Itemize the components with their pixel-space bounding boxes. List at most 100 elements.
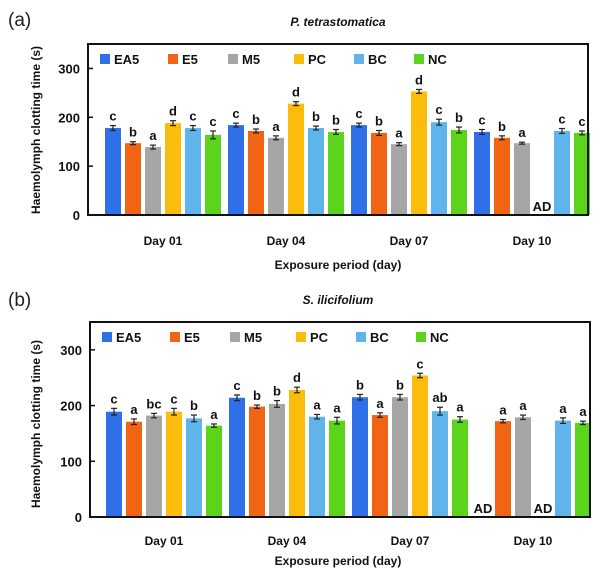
significance-letter: c (578, 114, 585, 129)
y-axis-label: Haemolymph clotting time (s) (29, 46, 43, 214)
y-tick-label: 300 (60, 343, 82, 358)
legend-label: NC (428, 52, 447, 67)
significance-letter: a (579, 404, 587, 419)
bar-bc (309, 416, 325, 517)
legend: EA5 E5 M5 PC BC NC (100, 52, 447, 67)
plot-frame (87, 43, 589, 216)
y-tick-label: 100 (58, 159, 80, 174)
bar-pc (411, 91, 427, 215)
significance-letter: b (375, 113, 383, 128)
x-tick-label: Day 07 (390, 234, 429, 248)
bar-e5 (372, 415, 388, 517)
bar-nc (206, 425, 222, 517)
significance-letter: a (149, 128, 157, 143)
legend-label: NC (430, 330, 449, 345)
significance-letter: c (478, 113, 485, 128)
legend-swatch (354, 54, 364, 64)
significance-letter: c (232, 106, 239, 121)
significance-letter: a (395, 126, 403, 141)
y-tick-label: 200 (58, 110, 80, 125)
significance-letter: a (313, 397, 321, 412)
legend-swatch (168, 54, 178, 64)
bar-nc (452, 419, 468, 517)
no-data-label: AD (474, 501, 493, 516)
significance-letter: c (189, 109, 196, 124)
no-data-label: AD (533, 199, 552, 214)
bar-bc (432, 411, 448, 517)
significance-letter: a (130, 402, 138, 417)
y-tick-label: 0 (75, 510, 82, 525)
bar-m5 (392, 397, 408, 517)
bar-m5 (269, 403, 285, 517)
significance-letter: a (518, 125, 526, 140)
bar-e5 (125, 143, 141, 215)
chart-title: S. ilicifolium (303, 293, 374, 307)
panel-label: (b) (8, 290, 31, 311)
panel-b: (b) S. ilicifolium Haemolymph clotting t… (8, 290, 591, 568)
significance-letter: a (559, 401, 567, 416)
bar-bc (308, 128, 324, 215)
bar-ea5 (351, 125, 367, 215)
legend-swatch (356, 332, 366, 342)
legend-swatch (102, 332, 112, 342)
significance-letter: b (312, 109, 320, 124)
significance-letter: b (190, 398, 198, 413)
x-tick-label: Day 04 (268, 534, 307, 548)
legend-swatch (294, 54, 304, 64)
bar-bc (185, 128, 201, 215)
significance-letter: d (169, 104, 177, 119)
bar-nc (205, 134, 221, 215)
bar-bc (431, 122, 447, 215)
bar-ea5 (228, 125, 244, 215)
x-tick-label: Day 10 (514, 534, 553, 548)
bar-m5 (391, 144, 407, 215)
y-tick-label: 100 (60, 454, 82, 469)
bar-ea5 (106, 411, 122, 517)
bar-bc (186, 418, 202, 517)
panel-label: (a) (8, 10, 31, 31)
significance-letter: a (272, 119, 280, 134)
bar-ea5 (352, 397, 368, 517)
bar-nc (574, 132, 590, 215)
bar-bc (555, 420, 571, 517)
significance-letter: b (455, 110, 463, 125)
legend-label: EA5 (114, 52, 139, 67)
bar-m5 (146, 415, 162, 517)
bar-e5 (249, 406, 265, 517)
legend-label: PC (310, 330, 329, 345)
bar-m5 (268, 137, 284, 215)
legend-swatch (296, 332, 306, 342)
bar-m5 (515, 417, 531, 517)
x-tick-label: Day 04 (267, 234, 306, 248)
y-tick-label: 300 (58, 61, 80, 76)
legend-swatch (416, 332, 426, 342)
plot-frame (89, 321, 591, 518)
significance-letter: b (498, 119, 506, 134)
bar-e5 (494, 137, 510, 215)
legend-label: M5 (242, 52, 260, 67)
legend-swatch (414, 54, 424, 64)
significance-letter: c (233, 378, 240, 393)
legend-label: PC (308, 52, 327, 67)
bar-e5 (248, 130, 264, 215)
significance-letter: b (273, 384, 281, 399)
significance-letter: d (293, 370, 301, 385)
legend: EA5 E5 M5 PC BC NC (102, 330, 449, 345)
significance-letter: ab (432, 390, 447, 405)
no-data-label: AD (534, 501, 553, 516)
x-tick-label: Day 01 (144, 234, 183, 248)
significance-letter: c (355, 106, 362, 121)
bar-pc (412, 375, 428, 517)
significance-letter: a (210, 407, 218, 422)
significance-letter: c (435, 102, 442, 117)
significance-letter: b (129, 125, 137, 140)
x-tick-label: Day 01 (145, 534, 184, 548)
significance-letter: d (415, 72, 423, 87)
bar-pc (289, 389, 305, 517)
chart-title: P. tetrastomatica (290, 15, 385, 29)
legend-swatch (170, 332, 180, 342)
legend-label: E5 (184, 330, 200, 345)
bar-nc (451, 129, 467, 215)
